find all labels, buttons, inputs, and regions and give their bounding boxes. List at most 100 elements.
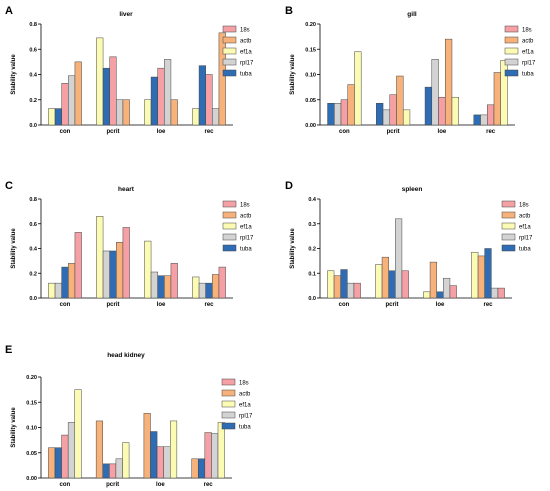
legend-label-actb: actb bbox=[240, 39, 252, 45]
y-tick-label: 0.10 bbox=[305, 73, 316, 79]
x-tick-label: loe bbox=[157, 129, 166, 135]
y-tick-label: 0.2 bbox=[29, 98, 37, 104]
legend-label-ef1a: ef1a bbox=[519, 225, 531, 231]
bar-tuba-rec bbox=[484, 248, 492, 299]
x-tick-label: con bbox=[339, 302, 350, 308]
bar-rpl17-pcrit bbox=[395, 218, 403, 299]
legend-label-18s: 18s bbox=[240, 28, 250, 34]
bar-18s-pcrit bbox=[109, 56, 117, 126]
legend-swatch-18s bbox=[222, 200, 237, 208]
panel-label: A bbox=[5, 5, 13, 17]
legend-swatch-tuba bbox=[501, 244, 516, 252]
chart-title: liver bbox=[119, 11, 133, 18]
bar-tuba-rec bbox=[198, 65, 206, 126]
bar-rpl17-loe bbox=[431, 59, 439, 126]
y-tick-label: 0.6 bbox=[29, 222, 37, 228]
bar-actb-loe bbox=[444, 38, 453, 126]
y-tick-label: 0.0 bbox=[29, 123, 37, 129]
legend-swatch-ef1a bbox=[222, 222, 237, 230]
bar-ef1a-pcrit bbox=[402, 109, 411, 126]
x-tick-label: loe bbox=[157, 302, 166, 308]
legend-label-tuba: tuba bbox=[522, 72, 534, 78]
y-tick-label: 0.4 bbox=[29, 247, 38, 253]
y-axis-label: Stability value bbox=[290, 54, 296, 95]
bar-18s-rec bbox=[218, 266, 226, 299]
legend-label-tuba: tuba bbox=[240, 247, 252, 253]
legend-swatch-actb bbox=[501, 211, 516, 219]
bar-rpl17-con bbox=[67, 422, 76, 479]
bar-actb-pcrit bbox=[95, 420, 103, 479]
bar-rpl17-con bbox=[68, 75, 76, 126]
bar-rpl17-rec bbox=[198, 282, 206, 299]
bar-18s-pcrit bbox=[401, 270, 409, 299]
legend-label-actb: actb bbox=[522, 39, 534, 45]
y-tick-label: 0.05 bbox=[26, 451, 37, 457]
bar-ef1a-con bbox=[48, 282, 56, 299]
legend-label-ef1a: ef1a bbox=[240, 50, 252, 56]
legend-swatch-tuba bbox=[221, 422, 236, 430]
x-tick-label: rec bbox=[483, 302, 493, 308]
y-tick-label: 0.10 bbox=[26, 426, 37, 432]
bar-tuba-rec bbox=[205, 282, 213, 299]
bar-rpl17-loe bbox=[150, 271, 158, 299]
bar-18s-loe bbox=[170, 263, 178, 299]
x-tick-label: rec bbox=[486, 129, 496, 135]
bar-rpl17-pcrit bbox=[382, 109, 391, 126]
chart-title: heart bbox=[118, 186, 135, 193]
legend-swatch-18s bbox=[222, 25, 237, 33]
x-tick-label: loe bbox=[436, 302, 445, 308]
legend-swatch-actb bbox=[222, 36, 237, 44]
x-tick-label: pcrit bbox=[106, 482, 119, 488]
bar-rpl17-rec bbox=[480, 114, 488, 126]
panel-label: E bbox=[5, 344, 12, 356]
bar-actb-loe bbox=[164, 275, 172, 299]
bar-rpl17-loe bbox=[163, 446, 171, 479]
legend-label-tuba: tuba bbox=[239, 425, 251, 431]
bar-ef1a-rec bbox=[500, 60, 508, 126]
legend-swatch-ef1a bbox=[222, 47, 237, 55]
bar-tuba-rec bbox=[473, 114, 481, 126]
y-axis-label: Stability value bbox=[290, 228, 296, 269]
bar-rpl17-loe bbox=[164, 59, 172, 126]
legend-swatch-actb bbox=[221, 389, 236, 397]
legend-label-18s: 18s bbox=[240, 203, 250, 209]
y-tick-label: 0.1 bbox=[308, 271, 316, 277]
legend-label-18s: 18s bbox=[519, 203, 529, 209]
y-tick-label: 0.4 bbox=[29, 73, 38, 79]
legend-swatch-tuba bbox=[222, 69, 237, 77]
bar-18s-con bbox=[61, 434, 69, 479]
bar-18s-loe bbox=[157, 67, 165, 126]
bar-rpl17-loe bbox=[443, 277, 451, 299]
legend-label-ef1a: ef1a bbox=[239, 403, 251, 409]
bar-18s-con bbox=[74, 232, 82, 299]
legend-swatch-rpl17 bbox=[504, 58, 519, 66]
bar-tuba-con bbox=[340, 269, 348, 299]
bar-tuba-loe bbox=[150, 431, 158, 479]
x-tick-label: rec bbox=[204, 482, 214, 488]
legend-swatch-18s bbox=[504, 25, 519, 33]
legend-label-ef1a: ef1a bbox=[240, 225, 252, 231]
bar-ef1a-rec bbox=[192, 108, 200, 126]
y-tick-label: 0.2 bbox=[308, 247, 316, 253]
y-axis-label: Stability value bbox=[11, 54, 17, 95]
x-tick-label: con bbox=[60, 302, 71, 308]
y-tick-label: 0.00 bbox=[26, 476, 37, 482]
y-tick-label: 0.3 bbox=[308, 222, 316, 228]
bar-tuba-con bbox=[61, 266, 69, 299]
bar-rpl17-con bbox=[347, 282, 355, 299]
bar-actb-rec bbox=[191, 458, 199, 479]
x-tick-label: loe bbox=[156, 482, 165, 488]
bar-ef1a-con bbox=[327, 270, 335, 299]
y-tick-label: 0.15 bbox=[26, 400, 37, 406]
bar-ef1a-pcrit bbox=[375, 264, 383, 299]
y-tick-label: 0.0 bbox=[308, 296, 316, 302]
bar-actb-con bbox=[68, 263, 76, 299]
legend-swatch-rpl17 bbox=[222, 58, 237, 66]
bar-tuba-pcrit bbox=[109, 250, 117, 299]
legend-swatch-rpl17 bbox=[501, 233, 516, 241]
legend-label-ef1a: ef1a bbox=[522, 50, 534, 56]
